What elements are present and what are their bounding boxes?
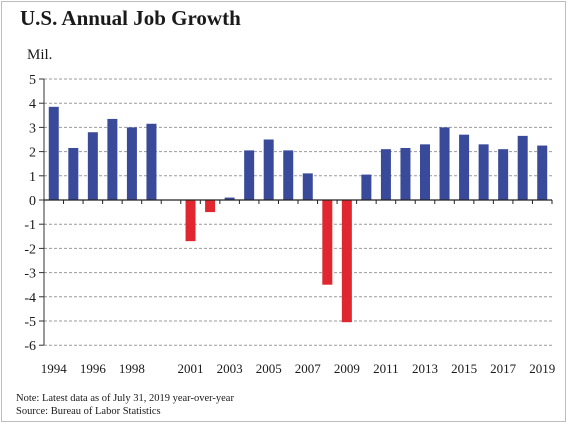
y-tick-label: 2: [29, 146, 36, 161]
y-tick-label: -5: [24, 315, 36, 330]
bar-2005: [263, 139, 274, 200]
bar-2015: [459, 134, 470, 200]
x-tick-label-2017: 2017: [490, 361, 517, 376]
bar-2018: [517, 135, 528, 200]
bar-2019: [537, 145, 548, 200]
y-axis-label: Mil.: [27, 47, 52, 63]
bar-2017: [498, 149, 509, 200]
y-tick-label: -1: [24, 218, 36, 233]
y-tick-label: -4: [24, 291, 36, 306]
x-tick-label-2005: 2005: [256, 361, 282, 376]
x-tick-label-2001: 2001: [178, 361, 204, 376]
bar-2013: [420, 144, 430, 200]
bar-2010: [361, 174, 372, 200]
x-tick-label-1998: 1998: [119, 361, 145, 376]
bars: [48, 106, 548, 323]
bar-2004: [244, 150, 255, 200]
footnote: Note: Latest data as of July 31, 2019 ye…: [16, 393, 234, 404]
bar-1998: [126, 127, 137, 200]
y-tick-label: -2: [24, 242, 36, 257]
bar-2006: [283, 150, 294, 200]
y-tick-label: 3: [29, 121, 36, 136]
bar-1994: [48, 106, 59, 200]
y-tick-label: -6: [24, 339, 36, 354]
bar-2011: [380, 149, 391, 200]
x-tick-label-2009: 2009: [334, 361, 360, 376]
bar-2001: [185, 200, 196, 242]
chart-title: U.S. Annual Job Growth: [20, 6, 241, 30]
bar-2009: [341, 200, 352, 323]
bar-2012: [400, 147, 411, 200]
y-tick-label: 5: [29, 73, 36, 88]
x-tick-label-2011: 2011: [373, 361, 399, 376]
bar-2002: [205, 200, 216, 213]
bar-2007: [302, 173, 313, 200]
x-tick-label-2015: 2015: [451, 361, 477, 376]
axes: [39, 78, 553, 346]
x-tick-label-1994: 1994: [41, 361, 68, 376]
bar-2016: [478, 144, 489, 200]
y-tick-label: 4: [29, 97, 36, 112]
x-tick-label-1996: 1996: [80, 361, 107, 376]
x-tick-label-2013: 2013: [412, 361, 438, 376]
y-tick-label: 1: [29, 170, 36, 185]
bar-1995: [68, 147, 79, 200]
bar-1999: [146, 123, 157, 200]
source-note: Source: Bureau of Labor Statistics: [16, 406, 161, 417]
bar-1996: [87, 132, 98, 200]
x-tick-label-2019: 2019: [529, 361, 555, 376]
bar-2008: [322, 200, 333, 285]
x-tick-label-2007: 2007: [295, 361, 322, 376]
bar-2014: [439, 127, 450, 200]
x-tick-label-2003: 2003: [217, 361, 243, 376]
bar-2003: [224, 197, 235, 200]
y-tick-label: -3: [24, 267, 36, 282]
bar-1997: [107, 118, 118, 200]
tick-labels: Mil. 5 4 3 2 1 0 -1 -2 -3 -4 -5 -6 1994 1996 1998 2001 20…: [24, 47, 555, 376]
y-tick-label: 0: [29, 194, 36, 209]
grid-lines: [44, 78, 552, 346]
